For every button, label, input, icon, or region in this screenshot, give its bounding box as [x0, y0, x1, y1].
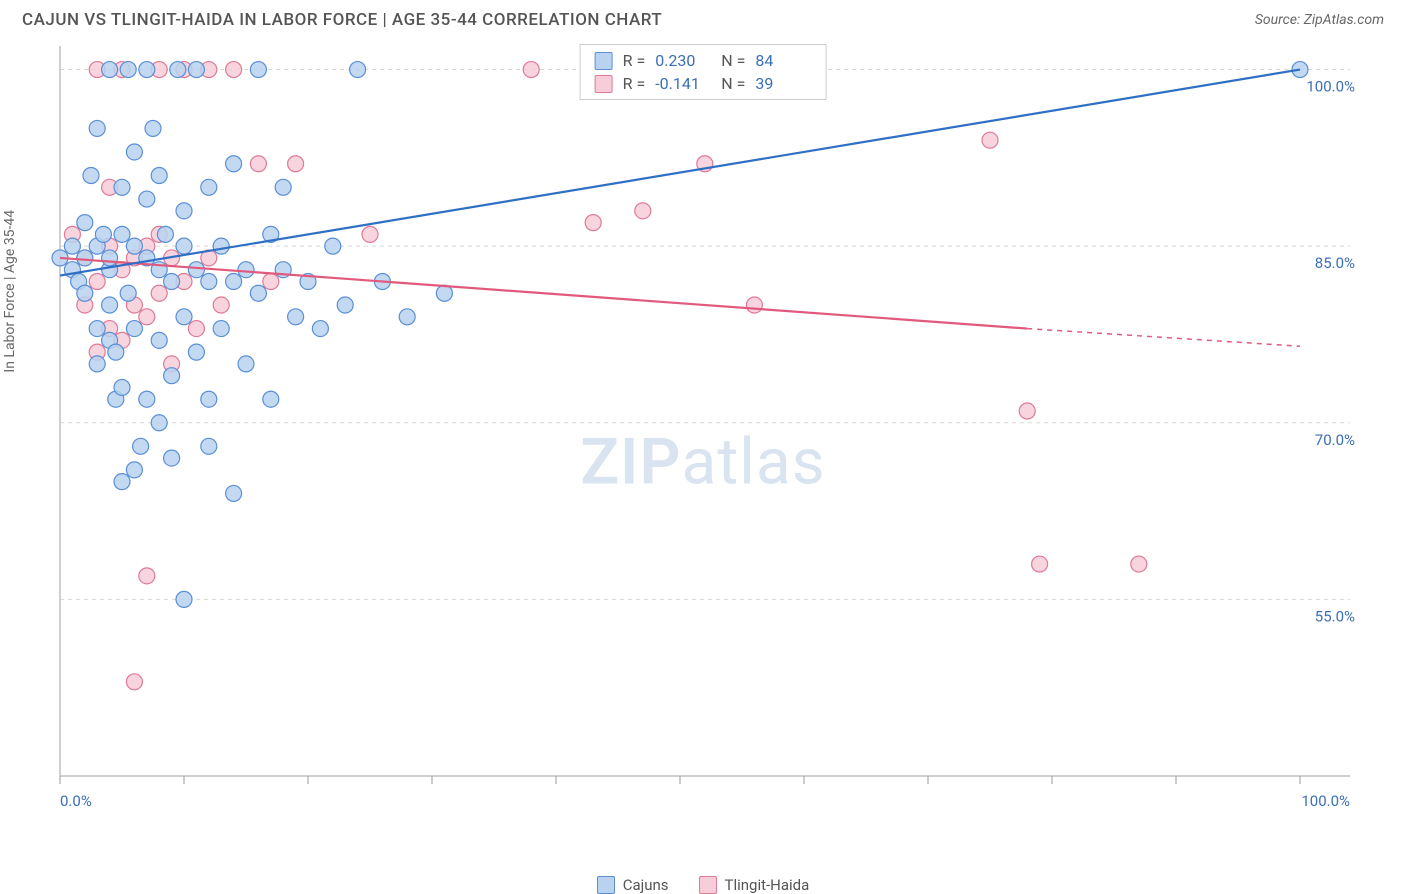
- legend-swatch-tlingit: [699, 876, 717, 894]
- stats-row-tlingit: R = -0.141 N = 39: [595, 72, 812, 95]
- series-legend: Cajuns Tlingit-Haida: [20, 876, 1386, 894]
- stats-legend: R = 0.230 N = 84 R = -0.141 N = 39: [580, 44, 827, 100]
- chart-title: CAJUN VS TLINGIT-HAIDA IN LABOR FORCE | …: [22, 10, 662, 30]
- svg-text:0.0%: 0.0%: [60, 792, 92, 810]
- source-label: Source: ZipAtlas.com: [1255, 12, 1384, 28]
- svg-text:70.0%: 70.0%: [1315, 431, 1355, 449]
- legend-swatch-cajuns: [597, 876, 615, 894]
- stats-row-cajuns: R = 0.230 N = 84: [595, 49, 812, 72]
- scatter-chart: 100.0% 85.0% 70.0% 55.0% 0.0% 100.0%: [20, 36, 1370, 856]
- swatch-tlingit: [595, 75, 613, 93]
- svg-text:100.0%: 100.0%: [1301, 792, 1350, 810]
- swatch-cajuns: [595, 52, 613, 70]
- svg-text:100.0%: 100.0%: [1306, 78, 1355, 96]
- legend-item-cajuns: Cajuns: [597, 876, 669, 894]
- y-axis-label: In Labor Force | Age 35-44: [2, 210, 18, 373]
- legend-item-tlingit: Tlingit-Haida: [699, 876, 810, 894]
- svg-text:55.0%: 55.0%: [1315, 607, 1355, 625]
- svg-text:85.0%: 85.0%: [1315, 254, 1355, 272]
- chart-area: In Labor Force | Age 35-44 ZIPatlas 100.…: [20, 36, 1386, 856]
